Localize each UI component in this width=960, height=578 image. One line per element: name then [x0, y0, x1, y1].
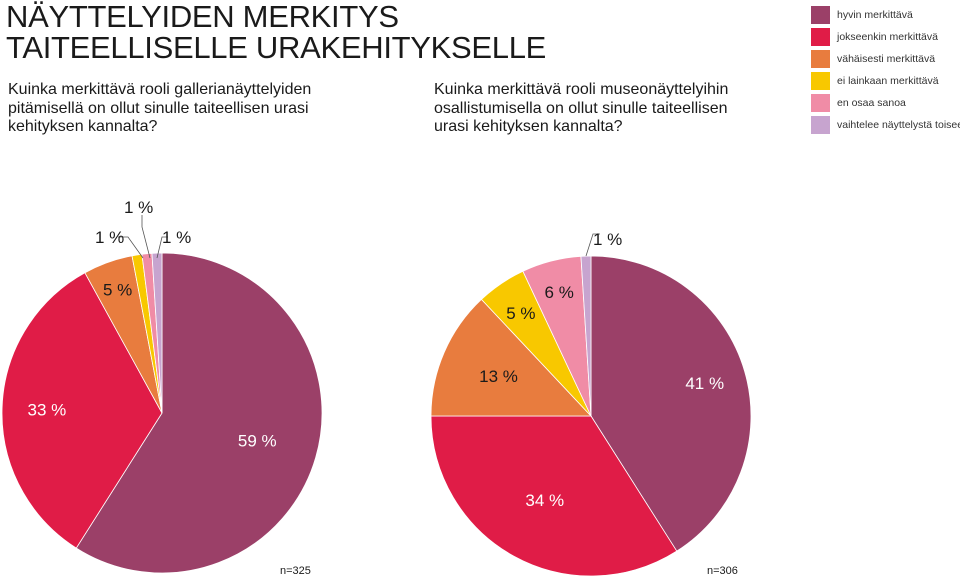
legend-label: jokseenkin merkittävä [837, 31, 938, 43]
legend-item-en-osaa: en osaa sanoa [811, 92, 960, 114]
page-title: NÄYTTELYIDEN MERKITYS TAITEELLISELLE URA… [6, 1, 546, 63]
pie-2-label-vahaisesti: 13 % [479, 367, 518, 386]
legend-swatch [811, 72, 830, 90]
legend-label: hyvin merkittävä [837, 9, 913, 21]
pie-2-slice-hyvin [590, 255, 752, 552]
pie-2-n-label: n=306 [707, 565, 738, 577]
pie-1-leader-en-osaa [141, 215, 151, 259]
pie-1-slice-vaihtelee [151, 252, 163, 414]
legend-label: vähäisesti merkittävä [837, 53, 936, 65]
legend-label: ei lainkaan merkittävä [837, 75, 939, 87]
pie-1-label-jokseenkin: 33 % [28, 400, 67, 419]
legend-label: en osaa sanoa [837, 97, 906, 109]
legend-swatch [811, 94, 830, 112]
pie-1-label-vahaisesti: 5 % [103, 281, 132, 300]
pie-2-label-ei-lainkaan: 5 % [506, 304, 535, 323]
pie-1-n-label: n=325 [280, 565, 311, 577]
pie-2-label-en-osaa: 6 % [545, 283, 574, 302]
pie-1-slice-jokseenkin [1, 272, 163, 549]
legend-swatch [811, 28, 830, 46]
pie-2-slice-vaihtelee [580, 255, 592, 417]
legend-item-hyvin: hyvin merkittävä [811, 4, 960, 26]
chart-2-question: Kuinka merkittävä rooli museonäyttelyihi… [434, 81, 729, 135]
pie-1-label-ei-lainkaan: 1 % [95, 228, 124, 247]
pie-1-leader-vaihtelee [156, 236, 168, 259]
legend-item-vaihtelee: vaihtelee näyttelystä toiseen [811, 114, 960, 136]
pie-2-label-hyvin: 41 % [685, 374, 724, 393]
pie-2-leader-vaihtelee [585, 233, 600, 257]
pie-2-slice-vahaisesti [430, 298, 592, 417]
legend-item-vahaisesti: vähäisesti merkittävä [811, 48, 960, 70]
pie-1-slice-hyvin [75, 252, 323, 574]
title-line-1: NÄYTTELYIDEN MERKITYS [6, 0, 399, 34]
legend-item-ei-lainkaan: ei lainkaan merkittävä [811, 70, 960, 92]
legend: hyvin merkittävä jokseenkin merkittävä v… [811, 4, 960, 136]
legend-swatch [811, 50, 830, 68]
legend-swatch [811, 116, 830, 134]
pie-1-label-en-osaa: 1 % [124, 198, 153, 217]
pie-2-slice-jokseenkin [430, 415, 678, 577]
pie-1-leader-ei-lainkaan [118, 236, 144, 259]
pie-1-label-hyvin: 59 % [238, 432, 277, 451]
chart-1-question: Kuinka merkittävä rooli gallerianäyttely… [8, 81, 312, 135]
legend-label: vaihtelee näyttelystä toiseen [837, 119, 960, 131]
pie-2-label-vaihtelee: 1 % [593, 230, 622, 249]
legend-item-jokseenkin: jokseenkin merkittävä [811, 26, 960, 48]
pie-1-label-vaihtelee: 1 % [162, 228, 191, 247]
pie-2-label-jokseenkin: 34 % [525, 491, 564, 510]
title-line-2: TAITEELLISELLE URAKEHITYKSELLE [6, 30, 547, 65]
legend-swatch [811, 6, 830, 24]
